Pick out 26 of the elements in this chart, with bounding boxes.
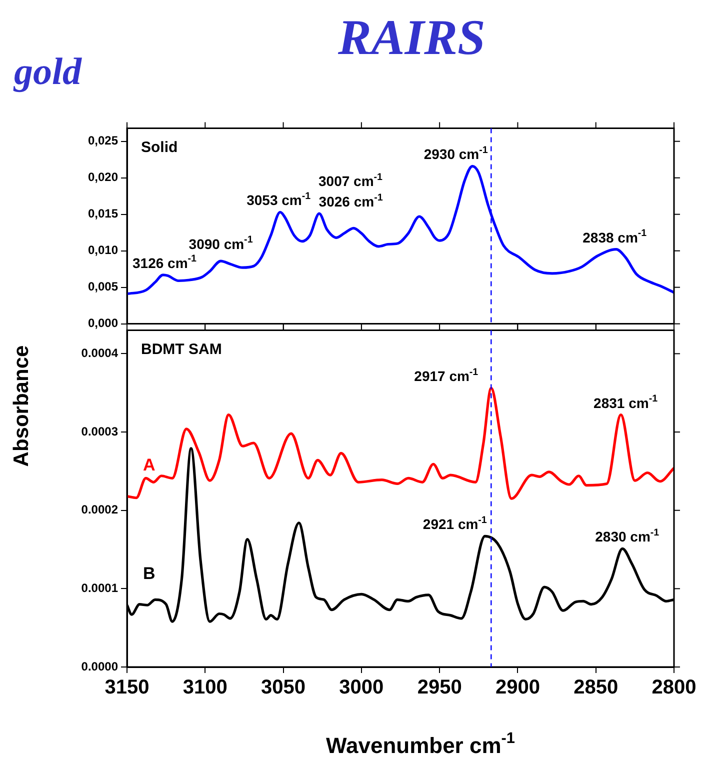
series-label: A bbox=[143, 455, 156, 474]
y-tick-label: 0.0002 bbox=[81, 502, 118, 517]
y-tick-label: 0,000 bbox=[88, 316, 118, 330]
y-tick-label: 0.0003 bbox=[81, 424, 118, 438]
y-tick-label: 0.0000 bbox=[81, 659, 118, 674]
x-tick-label: 3000 bbox=[339, 676, 384, 699]
annotation: BDMT SAM bbox=[141, 341, 222, 358]
y-tick-label: 0,025 bbox=[88, 134, 118, 148]
y-tick-label: 0,015 bbox=[88, 206, 118, 221]
series-label: B bbox=[143, 564, 156, 584]
x-tick-label: 3150 bbox=[104, 676, 150, 699]
x-tick-label: 2950 bbox=[417, 676, 462, 699]
chart-title: RAIRS bbox=[338, 8, 486, 66]
y-tick-label: 0.0004 bbox=[81, 346, 118, 360]
y-tick-label: 0,010 bbox=[88, 243, 118, 258]
x-tick-label: 3050 bbox=[261, 676, 306, 699]
y-tick-label: 0,020 bbox=[88, 170, 118, 184]
annotation: Solid bbox=[141, 139, 178, 156]
y-axis-title: Absorbance bbox=[10, 345, 34, 467]
x-tick-label: 2900 bbox=[495, 676, 540, 699]
y-tick-label: 0.0001 bbox=[81, 580, 118, 595]
x-tick-label: 2850 bbox=[574, 676, 618, 699]
chart-subtitle: gold bbox=[12, 50, 83, 95]
x-tick-label: 2800 bbox=[652, 676, 696, 699]
y-tick-label: 0,005 bbox=[88, 280, 118, 294]
x-tick-label: 3100 bbox=[182, 676, 228, 699]
